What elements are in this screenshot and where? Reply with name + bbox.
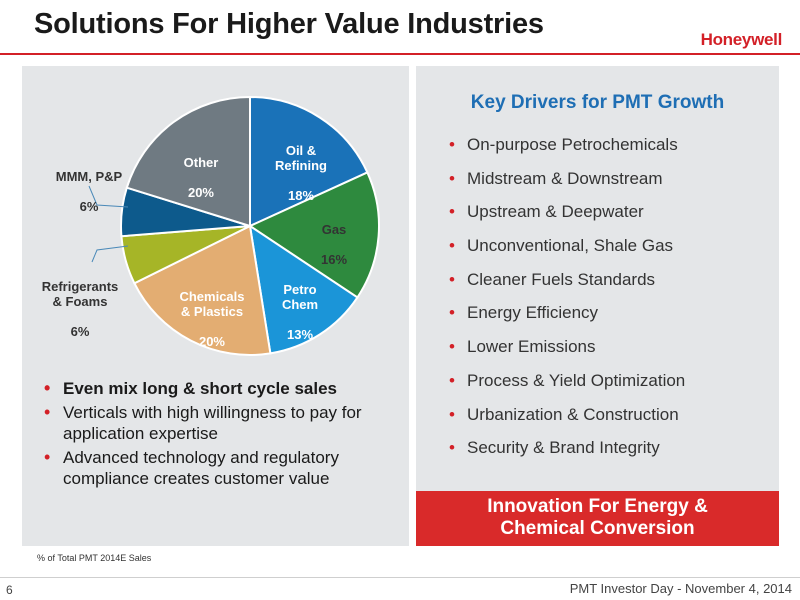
slice-label-mmm-pp-name: MMM, P&P [55,169,123,184]
slice-label-petro-chem-pct: 13% [286,327,314,342]
innovation-line-1: Innovation For Energy & [487,496,708,517]
slice-label-petro-chem: Petro Chem 13% [282,267,318,357]
slice-label-other-pct: 20% [187,185,215,200]
slice-label-mmm-pp-pct: 6% [79,199,99,214]
slice-label-gas: Gas 16% [321,207,347,282]
slice-label-gas-pct: 16% [320,252,348,267]
slice-label-other-name: Other [183,155,219,170]
driver-item: Urbanization & Construction [449,403,685,437]
driver-item: Unconventional, Shale Gas [449,234,685,268]
slice-label-chemicals-plastics: Chemicals & Plastics 20% [179,274,244,364]
slice-label-chemicals-plastics-name: Chemicals & Plastics [179,289,245,319]
slice-label-oil-refining-name: Oil & Refining [275,143,327,173]
pie-slice-3 [133,224,272,356]
drivers-list: On-purpose Petrochemicals Midstream & Do… [449,133,685,470]
slice-label-mmm-pp: MMM, P&P 6% [56,154,122,229]
slice-label-oil-refining: Oil & Refining 18% [275,128,327,218]
driver-item: Process & Yield Optimization [449,369,685,403]
slice-label-refrigerants-foams-name: Refrigerants & Foams [41,279,119,309]
left-bullet-item: Advanced technology and regulatory compl… [44,447,404,489]
left-bullet-list: Even mix long & short cycle sales Vertic… [44,378,404,492]
drivers-title: Key Drivers for PMT Growth [470,92,725,113]
left-bullet-item: Verticals with high willingness to pay f… [44,402,404,444]
driver-item: On-purpose Petrochemicals [449,133,685,167]
page-title: Solutions For Higher Value Industries [34,8,544,40]
driver-item: Cleaner Fuels Standards [449,268,685,302]
footer-event-date: PMT Investor Day - November 4, 2014 [569,581,792,596]
pie-slice-1 [247,171,380,299]
slice-label-chemicals-plastics-pct: 20% [198,334,226,349]
page-number: 6 [6,583,13,597]
slice-label-gas-name: Gas [321,222,347,237]
slice-label-refrigerants-foams: Refrigerants & Foams 6% [42,264,119,354]
driver-item: Lower Emissions [449,335,685,369]
leader-line-refrigerants [91,245,129,263]
slice-label-other: Other 20% [184,140,219,215]
pie-slice-6 [125,95,251,228]
footnote: % of Total PMT 2014E Sales [37,553,152,563]
driver-item: Midstream & Downstream [449,167,685,201]
footer-divider [0,577,800,578]
honeywell-logo: Honeywell [700,30,783,49]
slice-label-oil-refining-pct: 18% [287,188,315,203]
slice-label-refrigerants-foams-pct: 6% [70,324,90,339]
leader-line-mmm-pp [88,185,129,208]
driver-item: Energy Efficiency [449,301,685,335]
pie-slice-2 [248,223,359,355]
slice-label-petro-chem-name: Petro Chem [281,282,319,312]
driver-item: Upstream & Deepwater [449,200,685,234]
left-bullet-item: Even mix long & short cycle sales [44,378,404,399]
title-divider [0,53,800,55]
innovation-line-2: Chemical Conversion [500,518,695,539]
pie-slice-0 [249,95,369,228]
driver-item: Security & Brand Integrity [449,436,685,470]
innovation-banner: Innovation For Energy & Chemical Convers… [416,491,779,546]
